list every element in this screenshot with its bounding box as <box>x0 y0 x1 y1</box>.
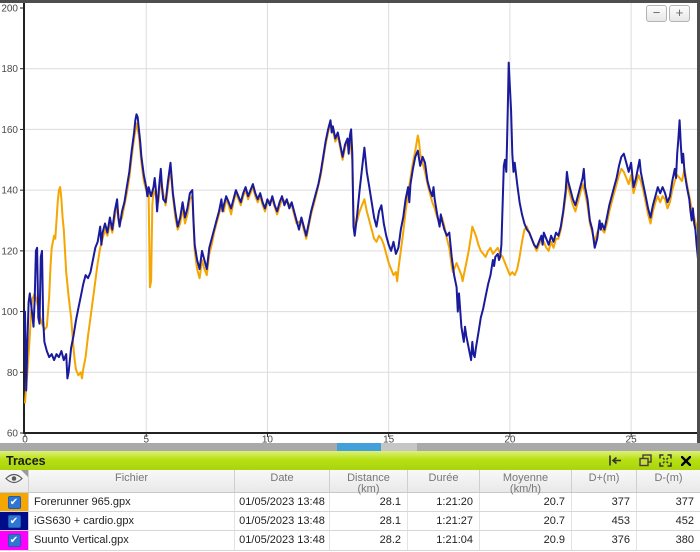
trace-duration: 1:21:20 <box>408 493 480 511</box>
zoom-in-button[interactable]: + <box>669 5 690 22</box>
close-icon[interactable] <box>678 453 694 469</box>
dock-left-icon[interactable] <box>607 453 623 469</box>
distance-column-header[interactable]: Distance (km) <box>330 470 408 495</box>
trace-dplus: 453 <box>572 512 637 530</box>
svg-text:60: 60 <box>7 429 19 440</box>
svg-text:200: 200 <box>1 4 18 15</box>
file-name: iGS630 + cardio.gpx <box>29 512 235 530</box>
scrollbar-thumb-tail <box>381 443 417 451</box>
visibility-column-header[interactable] <box>0 470 29 492</box>
dminus-column-header[interactable]: D-(m) <box>654 472 683 484</box>
trace-distance: 28.1 <box>330 493 408 511</box>
trace-color-swatch: ✔ <box>0 531 29 550</box>
traces-table: Fichier Date Distance (km) Durée Moyenne(… <box>0 470 700 551</box>
svg-text:10: 10 <box>262 435 274 444</box>
trace-dminus: 377 <box>675 496 694 508</box>
svg-text:20: 20 <box>504 435 516 444</box>
trace-date: 01/05/2023 13:48 <box>235 531 330 550</box>
scrollbar-thumb[interactable] <box>337 443 381 451</box>
table-header-row: Fichier Date Distance (km) Durée Moyenne(… <box>0 470 700 495</box>
date-column-header[interactable]: Date <box>235 470 330 492</box>
dplus-column-header[interactable]: D+(m) <box>572 470 637 492</box>
trace-color-swatch: ✔ <box>0 493 29 511</box>
trace-date: 01/05/2023 13:48 <box>235 512 330 530</box>
svg-text:140: 140 <box>1 186 18 197</box>
trace-dminus: 380 <box>675 534 694 546</box>
restore-window-icon[interactable] <box>637 453 653 469</box>
duration-column-header[interactable]: Durée <box>408 470 480 492</box>
file-name: Forerunner 965.gpx <box>29 493 235 511</box>
table-row: ✔ Forerunner 965.gpx 01/05/2023 13:48 28… <box>0 493 700 512</box>
trace-average-speed: 20.7 <box>480 493 572 511</box>
traces-panel-header: Traces <box>0 451 700 470</box>
file-name: Suunto Vertical.gpx <box>29 531 235 550</box>
trace-average-speed: 20.9 <box>480 531 572 550</box>
svg-text:25: 25 <box>626 435 638 444</box>
chart-zoom-controls: − + <box>646 5 690 22</box>
chart-panel: 60 80 100 120 140 160 180 200 0 5 10 15 20 25 − + <box>0 0 700 443</box>
visibility-checkbox[interactable]: ✔ <box>7 534 21 547</box>
trace-duration: 1:21:27 <box>408 512 480 530</box>
trace-dplus: 377 <box>572 493 637 511</box>
svg-text:5: 5 <box>143 435 149 444</box>
column-corner-mark <box>21 470 28 477</box>
table-row: ✔ Suunto Vertical.gpx 01/05/2023 13:48 2… <box>0 531 700 551</box>
panel-right-border <box>697 0 700 443</box>
trace-color-swatch: ✔ <box>0 512 29 530</box>
trace-date: 01/05/2023 13:48 <box>235 493 330 511</box>
svg-text:80: 80 <box>7 368 19 379</box>
svg-text:160: 160 <box>1 125 18 136</box>
svg-text:180: 180 <box>1 64 18 75</box>
svg-text:100: 100 <box>1 307 18 318</box>
trace-dplus: 376 <box>572 531 637 550</box>
svg-text:0: 0 <box>22 435 28 444</box>
visibility-checkbox[interactable]: ✔ <box>7 495 21 509</box>
trace-distance: 28.1 <box>330 512 408 530</box>
traces-panel-icons <box>607 453 700 469</box>
svg-text:120: 120 <box>1 246 18 257</box>
trace-dminus: 452 <box>675 515 694 527</box>
zoom-out-button[interactable]: − <box>646 5 667 22</box>
chart-horizontal-scrollbar[interactable] <box>0 443 700 451</box>
visibility-checkbox[interactable]: ✔ <box>7 514 21 528</box>
trace-average-speed: 20.7 <box>480 512 572 530</box>
traces-line-chart[interactable]: 60 80 100 120 140 160 180 200 0 5 10 15 20 25 <box>0 0 700 443</box>
trace-distance: 28.2 <box>330 531 408 550</box>
table-row: ✔ iGS630 + cardio.gpx 01/05/2023 13:48 2… <box>0 512 700 531</box>
average-column-header[interactable]: Moyenne (km/h) <box>480 470 572 495</box>
panel-top-border <box>0 0 700 3</box>
traces-panel-title: Traces <box>6 453 46 468</box>
eye-icon <box>5 473 23 487</box>
svg-text:15: 15 <box>383 435 395 444</box>
trace-duration: 1:21:04 <box>408 531 480 550</box>
expand-icon[interactable] <box>657 453 673 469</box>
file-column-header[interactable]: Fichier <box>29 470 235 492</box>
